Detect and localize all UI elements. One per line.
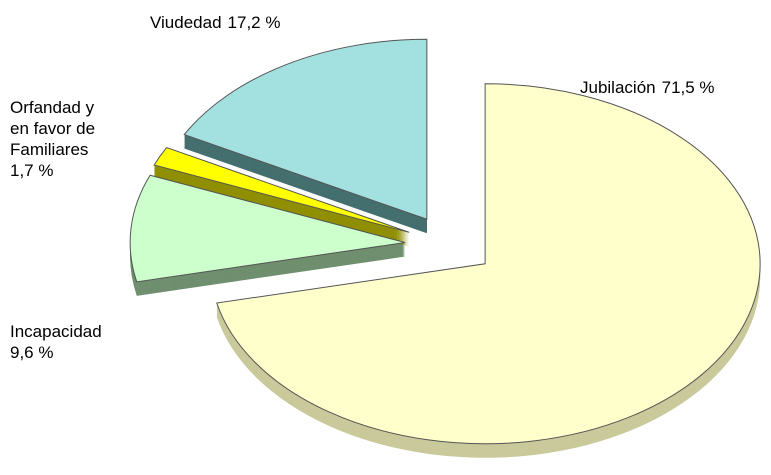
category-label: Orfandad y en favor de Familiares [10,98,96,159]
slice [153,146,410,233]
slice-label: Jubilación 71,5 % [580,77,770,98]
value-label: 17,2 % [227,13,281,32]
slice-label: Incapacidad 9,6 % [10,321,150,363]
category-label: Incapacidad [10,322,102,341]
slice-label: Viudedad 17,2 % [150,12,350,33]
value-label: 71,5 % [661,78,715,97]
slice [129,174,406,283]
slice-label: Orfandad y en favor de Familiares 1,7 % [10,97,110,181]
value-label: 1,7 % [10,161,54,180]
slice [216,83,761,445]
value-label: 9,6 % [10,343,54,362]
category-label: Jubilación [580,78,656,97]
slice [183,38,428,220]
category-label: Viudedad [150,13,222,32]
